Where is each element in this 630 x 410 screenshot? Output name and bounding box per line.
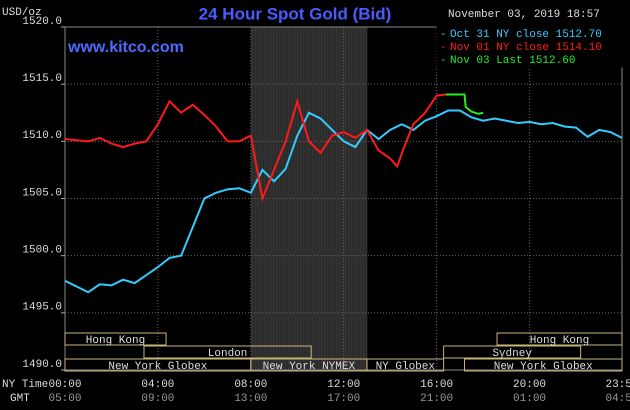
session-bar bbox=[366, 358, 445, 372]
y-axis-label: USD/oz bbox=[2, 7, 42, 19]
legend-marker: - bbox=[440, 29, 447, 41]
session-label: New York Globex bbox=[494, 361, 593, 373]
legend-marker: - bbox=[440, 42, 447, 54]
y-tick-label: 1500.0 bbox=[22, 245, 62, 257]
session-bar bbox=[464, 358, 623, 372]
x-tick-label: 00:00 bbox=[48, 379, 81, 391]
y-tick-label: 1495.0 bbox=[22, 302, 62, 314]
session-label: Hong Kong bbox=[86, 335, 145, 347]
y-tick-label: 1515.0 bbox=[22, 73, 62, 85]
x-tick-label: 23:59 bbox=[605, 379, 630, 391]
session-label: New York NYMEX bbox=[263, 361, 356, 373]
legend-label: Oct 31 NY close 1512.70 bbox=[450, 29, 602, 41]
session-bar bbox=[496, 332, 623, 346]
y-tick-label: 1510.0 bbox=[22, 130, 62, 142]
session-bar bbox=[64, 332, 167, 346]
session-label: London bbox=[208, 348, 248, 360]
x2-tick-label: 13:00 bbox=[234, 393, 267, 405]
x-tick-label: 08:00 bbox=[234, 379, 267, 391]
series-line bbox=[445, 93, 484, 115]
x2-tick-label: 21:00 bbox=[420, 393, 453, 405]
x2-axis-label: GMT bbox=[10, 393, 30, 405]
session-label: Hong Kong bbox=[530, 335, 589, 347]
x-axis-label: NY Time bbox=[2, 379, 48, 391]
plot-frame bbox=[64, 26, 623, 371]
legend-marker: - bbox=[440, 55, 447, 67]
x-tick-label: 16:00 bbox=[420, 379, 453, 391]
legend-label: Nov 01 NY close 1514.10 bbox=[450, 42, 602, 54]
session-label: New York Globex bbox=[108, 361, 207, 373]
legend-box bbox=[436, 26, 623, 68]
y-tick-label: 1490.0 bbox=[22, 359, 62, 371]
x2-tick-label: 05:00 bbox=[48, 393, 81, 405]
subtitle: www.kitco.com bbox=[67, 39, 184, 56]
x2-tick-label: 17:00 bbox=[327, 393, 360, 405]
y-tick-label: 1505.0 bbox=[22, 187, 62, 199]
legend-label: Nov 03 Last 1512.60 bbox=[450, 55, 575, 67]
x-tick-label: 20:00 bbox=[513, 379, 546, 391]
series-line bbox=[64, 109, 623, 294]
x-tick-label: 12:00 bbox=[327, 379, 360, 391]
series-line bbox=[64, 93, 447, 203]
session-bar bbox=[443, 345, 582, 359]
timestamp: November 03, 2019 18:57 bbox=[448, 9, 600, 21]
session-bar bbox=[143, 345, 312, 359]
session-label: Sydney bbox=[492, 348, 532, 360]
chart-title: 24 Hour Spot Gold (Bid) bbox=[199, 4, 392, 23]
x-tick-label: 04:00 bbox=[141, 379, 174, 391]
x2-tick-label: 04:59 bbox=[605, 393, 630, 405]
session-label: NY Globex bbox=[376, 361, 436, 373]
x2-tick-label: 01:00 bbox=[513, 393, 546, 405]
x2-tick-label: 09:00 bbox=[141, 393, 174, 405]
y-tick-label: 1520.0 bbox=[22, 16, 62, 28]
